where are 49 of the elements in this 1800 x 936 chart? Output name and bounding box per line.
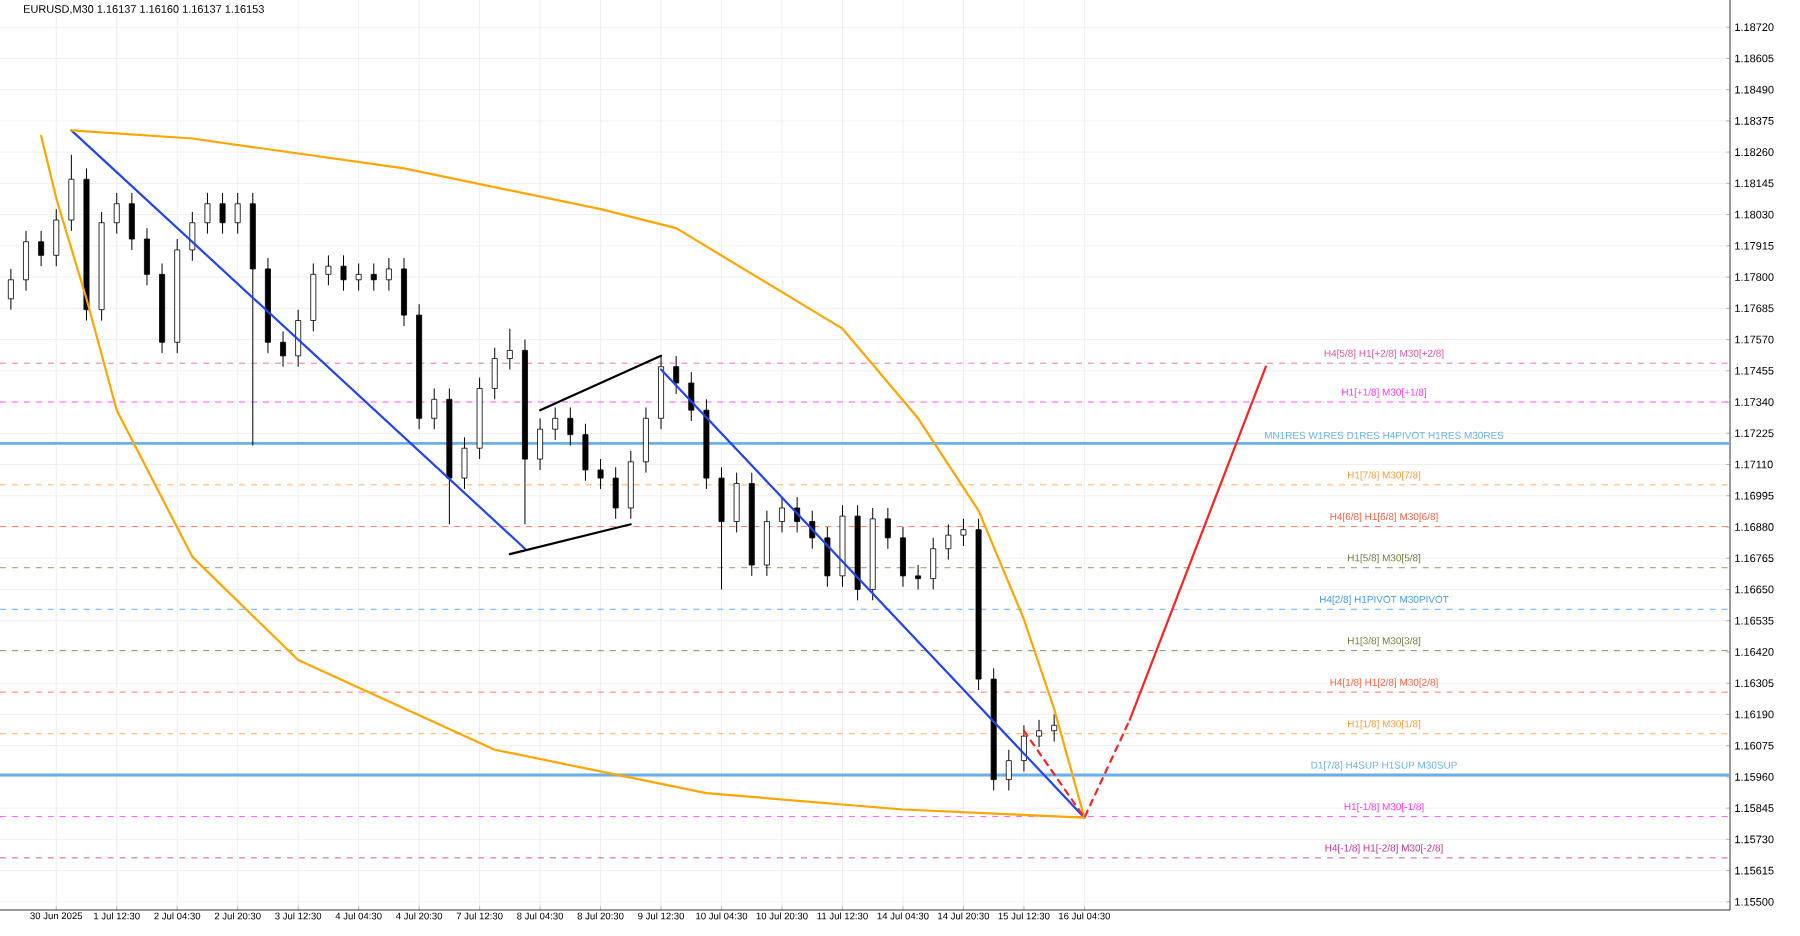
candlestick xyxy=(431,387,438,430)
candlestick xyxy=(38,230,45,267)
candlestick xyxy=(1020,724,1027,772)
candlestick xyxy=(537,417,544,471)
candlestick xyxy=(627,450,634,520)
candlestick xyxy=(370,262,377,292)
candlestick xyxy=(688,371,695,422)
candlestick xyxy=(189,211,196,262)
candlestick xyxy=(597,458,604,490)
candlestick xyxy=(733,472,740,533)
candlestick xyxy=(718,466,725,590)
candlestick xyxy=(280,330,287,368)
candlestick xyxy=(68,154,75,232)
candlestick xyxy=(779,496,785,533)
candlestick xyxy=(1051,713,1058,743)
candlestick xyxy=(325,254,332,286)
candlestick xyxy=(915,564,922,590)
candlestick xyxy=(612,466,619,520)
candlestick xyxy=(960,518,967,547)
candlestick xyxy=(491,347,498,400)
candlestick xyxy=(824,526,831,588)
candlestick xyxy=(930,537,937,590)
candlestick xyxy=(310,262,317,332)
candlestick xyxy=(899,526,906,588)
candlestick xyxy=(355,262,362,292)
candlestick xyxy=(1036,719,1043,748)
candlestick xyxy=(763,510,770,577)
candlestick xyxy=(506,328,513,370)
candlestick xyxy=(53,208,60,267)
candlestick xyxy=(340,254,347,292)
candlestick xyxy=(642,406,649,474)
candlestick xyxy=(673,355,680,395)
candlestick xyxy=(385,257,392,292)
candlestick xyxy=(884,507,891,550)
candlestick xyxy=(7,268,14,311)
candlestick xyxy=(219,192,226,235)
candlestick xyxy=(567,406,574,446)
candlestick xyxy=(204,192,211,235)
candlestick xyxy=(461,436,468,490)
candlestick xyxy=(128,192,135,251)
candlestick xyxy=(113,192,120,235)
candlestick xyxy=(234,192,241,235)
candlestick xyxy=(1005,749,1012,791)
candlestick xyxy=(401,257,407,327)
candlestick xyxy=(23,230,29,292)
candlestick xyxy=(144,227,150,286)
candlestick xyxy=(295,309,302,368)
candlestick xyxy=(945,523,952,561)
candlestick xyxy=(582,423,589,482)
